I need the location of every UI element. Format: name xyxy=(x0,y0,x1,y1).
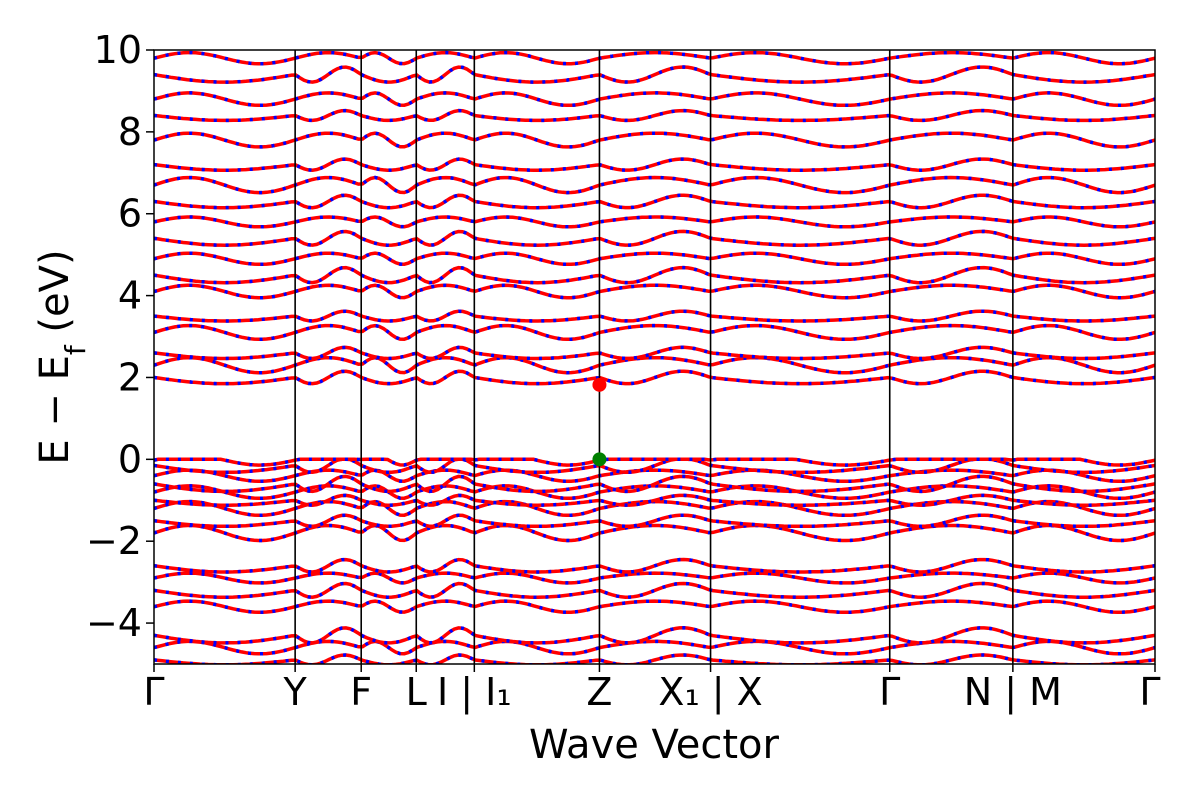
x-tick-label: Y xyxy=(283,670,308,714)
band-lines xyxy=(154,50,1155,664)
x-tick-label: F xyxy=(350,670,372,714)
band-line-blue xyxy=(154,355,1155,375)
band-line-red xyxy=(154,283,1155,300)
y-tick-label: 6 xyxy=(118,192,142,236)
band-line-blue xyxy=(154,323,1155,342)
band-line-blue xyxy=(154,131,1155,149)
band-line-blue xyxy=(154,557,1155,574)
band-line-red xyxy=(154,323,1155,342)
band-line-red xyxy=(154,108,1155,123)
band-line-blue xyxy=(154,513,1155,529)
band-line-blue xyxy=(154,345,1155,361)
y-axis-title: E − Ef (eV) xyxy=(32,249,92,464)
band-line-red xyxy=(154,639,1155,656)
x-tick-label: X₁ | X xyxy=(658,670,762,715)
band-line-blue xyxy=(154,653,1155,664)
band-line-blue xyxy=(154,457,1155,467)
x-tick-label: L xyxy=(406,670,427,714)
y-tick-label: −2 xyxy=(86,519,142,563)
band-edge-markers xyxy=(592,377,607,467)
plot-frame xyxy=(153,49,1156,665)
band-line-red xyxy=(154,571,1155,585)
band-line-blue xyxy=(154,474,1155,494)
band-line-red xyxy=(154,581,1155,599)
band-line-red xyxy=(154,175,1155,195)
band-line-blue xyxy=(154,91,1155,108)
band-line-blue xyxy=(154,484,1155,501)
band-line-blue xyxy=(154,457,1155,475)
y-tick-label: 0 xyxy=(118,437,142,481)
x-axis-title: Wave Vector xyxy=(529,722,780,768)
band-line-blue xyxy=(154,283,1155,300)
band-line-red xyxy=(154,229,1155,247)
band-line-blue xyxy=(154,265,1155,285)
band-line-red xyxy=(154,215,1155,229)
x-tick-label: I | I₁ xyxy=(437,670,512,715)
band-line-blue xyxy=(154,581,1155,599)
kpoint-divider-lines xyxy=(294,50,1014,664)
cbm-marker xyxy=(592,377,607,392)
band-line-blue xyxy=(154,175,1155,195)
band-line-blue xyxy=(154,65,1155,84)
y-tick-label: −4 xyxy=(86,601,142,645)
band-line-blue xyxy=(154,523,1155,543)
band-line-blue xyxy=(154,157,1155,172)
band-line-red xyxy=(154,91,1155,108)
y-tick-label: 4 xyxy=(118,274,142,318)
band-line-blue xyxy=(154,108,1155,123)
y-tick-label: 8 xyxy=(118,110,142,154)
band-line-blue xyxy=(154,251,1155,267)
band-line-red xyxy=(154,265,1155,285)
y-axis-ticks: −4 −2 0 2 4 6 8 10 xyxy=(86,28,154,645)
band-line-blue xyxy=(154,626,1155,645)
band-line-blue xyxy=(154,571,1155,585)
band-line-red xyxy=(154,131,1155,149)
band-line-blue xyxy=(154,215,1155,229)
band-line-blue xyxy=(154,599,1155,615)
x-tick-label: Γ xyxy=(879,670,900,714)
band-line-blue xyxy=(154,193,1155,210)
band-line-blue xyxy=(154,493,1155,507)
band-line-blue xyxy=(154,369,1155,386)
band-line-blue xyxy=(154,309,1155,323)
x-tick-label: Z xyxy=(586,670,612,714)
y-tick-label: 2 xyxy=(118,355,142,399)
band-line-red xyxy=(154,65,1155,84)
band-line-red xyxy=(154,493,1155,507)
band-line-blue xyxy=(154,50,1155,66)
band-line-red xyxy=(154,309,1155,323)
vbm-marker xyxy=(592,452,607,467)
band-line-blue xyxy=(154,229,1155,247)
x-tick-label: Γ xyxy=(143,670,164,714)
y-tick-label: 10 xyxy=(94,28,142,72)
x-tick-label: Γ xyxy=(1139,670,1160,714)
x-tick-label: N | M xyxy=(964,670,1062,715)
